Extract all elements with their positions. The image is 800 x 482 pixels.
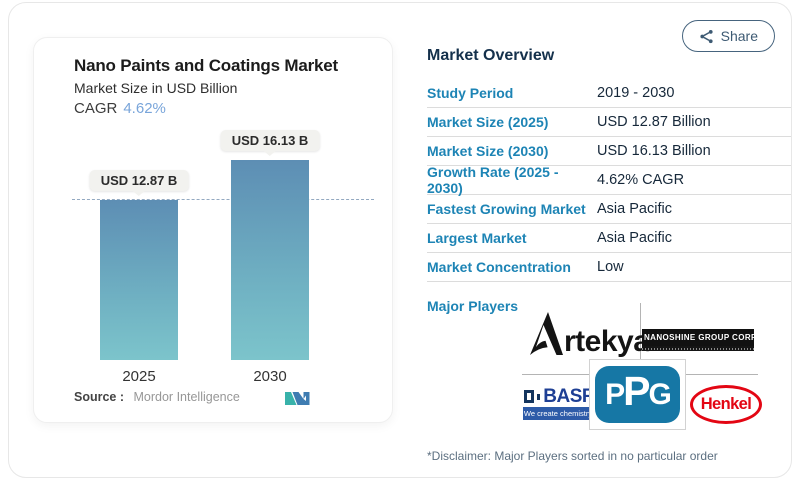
- table-row-market-size-2030: Market Size (2030) USD 16.13 Billion: [427, 137, 791, 166]
- henkel-logo-text: Henkel: [700, 395, 752, 413]
- ppg-letter: P: [605, 377, 625, 411]
- reference-dashed-line: [72, 199, 374, 200]
- bar-value-label-2030: USD 16.13 B: [220, 130, 320, 151]
- chart-cagr-line: CAGR 4.62%: [74, 100, 166, 117]
- nanoshine-logo-tagline-microtext: [642, 346, 754, 351]
- mordor-intelligence-logo-icon: [285, 392, 310, 405]
- row-value: Low: [597, 259, 624, 275]
- basf-square-solid-icon: [536, 393, 541, 400]
- table-row-largest-market: Largest Market Asia Pacific: [427, 224, 791, 253]
- major-players-label: Major Players: [427, 298, 519, 314]
- cagr-value: 4.62%: [123, 100, 166, 117]
- logo-grid-vertical-divider: [640, 303, 641, 374]
- basf-tagline: We create chemistry: [523, 407, 593, 421]
- basf-square-outline-icon: [524, 390, 534, 404]
- row-label: Largest Market: [427, 230, 527, 246]
- artekya-logo-mark-icon: [530, 312, 563, 355]
- ppg-letter: G: [648, 377, 672, 411]
- nanoshine-group-corp-logo: NANOSHINE GROUP CORP: [642, 329, 756, 351]
- bar-2030: [231, 160, 309, 360]
- row-value: USD 12.87 Billion: [597, 114, 711, 130]
- row-label: Market Size (2030): [427, 143, 549, 159]
- table-row-market-concentration: Market Concentration Low: [427, 253, 791, 282]
- table-row-market-size-2025: Market Size (2025) USD 12.87 Billion: [427, 108, 791, 137]
- chart-subtitle: Market Size in USD Billion: [74, 80, 238, 96]
- x-tick-2025: 2025: [122, 368, 156, 385]
- row-value: 4.62% CAGR: [597, 172, 685, 188]
- share-icon: [700, 29, 713, 43]
- ppg-logo-card: P P G: [589, 359, 686, 430]
- table-row-fastest-growing-market: Fastest Growing Market Asia Pacific: [427, 195, 791, 224]
- major-players-logos: rtekya NANOSHINE GROUP CORP BASF We crea…: [427, 303, 791, 439]
- cagr-label: CAGR: [74, 100, 118, 117]
- row-value: USD 16.13 Billion: [597, 143, 711, 159]
- basf-logo-text: BASF: [543, 386, 593, 407]
- x-tick-2030: 2030: [253, 368, 287, 385]
- ppg-logo: P P G: [595, 366, 680, 423]
- source-label: Source :: [74, 390, 125, 404]
- table-row-growth-rate: Growth Rate (2025 - 2030) 4.62% CAGR: [427, 164, 791, 196]
- disclaimer-text: *Disclaimer: Major Players sorted in no …: [427, 449, 718, 463]
- nanoshine-logo-text: NANOSHINE GROUP CORP: [642, 329, 756, 346]
- source-row: Source : Mordor Intelligence: [74, 390, 310, 405]
- bar-value-label-2025: USD 12.87 B: [89, 170, 189, 191]
- henkel-logo: Henkel: [690, 385, 762, 424]
- row-value: Asia Pacific: [597, 230, 672, 246]
- artekya-logo-text: rtekya: [564, 325, 650, 359]
- report-card: Nano Paints and Coatings Market Market S…: [8, 2, 792, 478]
- source-value: Mordor Intelligence: [133, 390, 240, 404]
- row-value: Asia Pacific: [597, 201, 672, 217]
- market-overview-panel: Market Overview Study Period 2019 - 2030…: [427, 47, 791, 314]
- market-overview-heading: Market Overview: [427, 47, 555, 64]
- chart-title: Nano Paints and Coatings Market: [74, 56, 338, 75]
- bar-chart: USD 12.87 B USD 16.13 B 2025 2030: [34, 38, 392, 422]
- ppg-letter: P: [623, 368, 650, 414]
- chart-panel: Nano Paints and Coatings Market Market S…: [33, 37, 393, 423]
- row-label: Growth Rate (2025 - 2030): [427, 164, 559, 196]
- share-button[interactable]: Share: [681, 20, 775, 52]
- row-label: Study Period: [427, 85, 514, 101]
- bar-2025: [100, 200, 178, 360]
- table-row-study-period: Study Period 2019 - 2030: [427, 79, 791, 108]
- row-value: 2019 - 2030: [597, 85, 675, 101]
- basf-logo: BASF We create chemistry: [523, 386, 593, 421]
- share-button-label: Share: [720, 28, 758, 44]
- row-label: Market Size (2025): [427, 114, 549, 130]
- artekya-logo: rtekya: [529, 311, 650, 359]
- row-label: Market Concentration: [427, 259, 571, 275]
- row-label: Fastest Growing Market: [427, 201, 586, 217]
